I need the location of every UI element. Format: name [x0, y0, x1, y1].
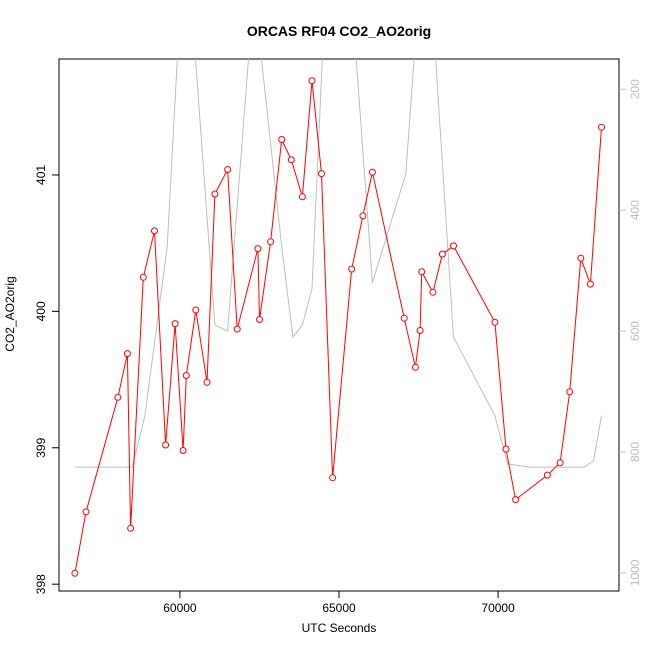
co2-data-point: [267, 238, 275, 246]
co2-data-point: [348, 265, 356, 273]
x-axis-label: UTC Seconds: [302, 621, 377, 635]
co2-data-point: [278, 136, 286, 143]
right-y-tick-label: 600: [628, 321, 642, 341]
x-tick-label: 65000: [322, 601, 356, 615]
plot-frame: [58, 58, 620, 592]
co2-data-point: [233, 325, 241, 333]
x-tick-label: 70000: [481, 601, 515, 615]
right-y-tick-label: 200: [628, 79, 642, 99]
co2-data-point: [318, 170, 325, 178]
co2-data-point: [139, 273, 147, 281]
y-tick-label: 398: [34, 574, 48, 594]
co2-data-point: [512, 496, 520, 504]
y-tick-label: 399: [34, 437, 48, 457]
co2-data-point: [256, 316, 263, 323]
co2-data-point: [400, 314, 408, 322]
co2-data-point: [502, 445, 510, 453]
co2-data-point: [254, 245, 262, 253]
co2-data-point: [416, 327, 424, 334]
co2-data-point: [182, 372, 190, 379]
co2-data-point: [543, 471, 551, 479]
co2-data-point: [287, 156, 295, 164]
co2-data-point: [151, 227, 158, 235]
right-y-tick-label: 1000: [628, 559, 642, 586]
co2-data-point: [203, 378, 211, 386]
co2-data-point: [308, 77, 316, 85]
co2-data-point: [368, 168, 376, 176]
co2-data-point: [566, 388, 574, 396]
co2-data-point: [192, 306, 200, 314]
y-axis-label: CO2_AO2orig: [3, 276, 17, 351]
co2-data-point: [114, 393, 122, 401]
right-y-tick-label: 800: [628, 442, 642, 462]
co2-data-point: [450, 242, 457, 250]
co2-data-point: [123, 350, 131, 358]
chart-title: ORCAS RF04 CO2_AO2orig: [247, 23, 431, 39]
co2-data-point: [598, 123, 605, 131]
y-axis: 398 399 400 401: [34, 165, 59, 594]
y-tick-label: 400: [34, 301, 48, 321]
co2-data-point: [411, 363, 419, 371]
co2-data-point: [418, 268, 426, 276]
y-tick-label: 401: [34, 165, 48, 185]
co2-data-point: [491, 318, 499, 326]
x-axis: 60000 65000 70000: [163, 591, 515, 615]
co2-data-point: [438, 250, 446, 258]
right-y-axis: 200 400 600 800 1000: [619, 79, 642, 586]
series-layer: [71, 59, 605, 577]
co2-data-point: [82, 508, 90, 516]
x-tick-label: 60000: [163, 601, 197, 615]
co2-data-point: [171, 320, 179, 328]
co2-data-point: [329, 474, 337, 482]
co2-data-point: [127, 524, 135, 532]
co2-data-point: [298, 193, 306, 201]
co2-data-point: [556, 459, 564, 467]
right-y-tick-label: 400: [628, 200, 642, 220]
co2-data-point: [71, 569, 79, 577]
co2-data-point: [577, 254, 585, 262]
co2-data-point: [586, 280, 594, 288]
co2-data-point: [211, 190, 219, 198]
co2-data-point: [179, 447, 187, 454]
co2-data-point: [224, 166, 232, 173]
secondary-series-line: [74, 59, 602, 468]
co2-data-point: [429, 288, 437, 296]
co2-data-point: [162, 441, 170, 449]
co2-series-line: [74, 80, 602, 574]
co2-data-point: [359, 212, 367, 220]
